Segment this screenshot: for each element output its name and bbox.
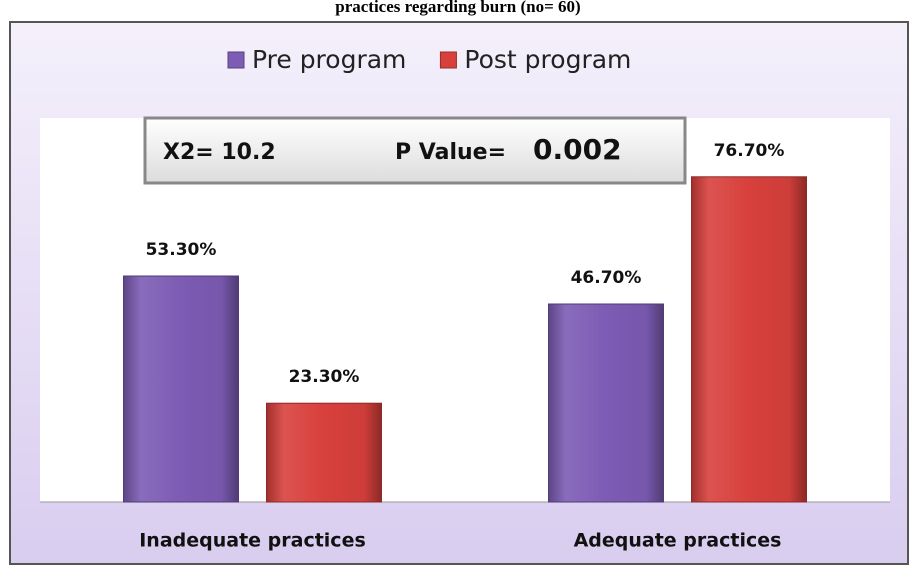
data-label: 23.30% [289, 367, 360, 387]
chart-title: practices regarding burn (no= 60) [335, 0, 580, 16]
data-label: 46.70% [571, 268, 642, 288]
legend-label: Pre program [252, 45, 406, 74]
legend-swatch [227, 51, 245, 69]
bar [266, 402, 382, 503]
bar [123, 275, 239, 503]
legend-label: Post program [464, 45, 631, 74]
bar [548, 303, 664, 503]
x-tick-label: Inadequate practices [139, 530, 366, 552]
bar [691, 176, 807, 503]
p-value-label: P Value= [395, 140, 506, 165]
stats-box [143, 116, 687, 185]
x-tick-label: Adequate practices [574, 530, 782, 552]
legend-swatch [439, 51, 457, 69]
p-value: 0.002 [533, 133, 622, 166]
chi-square: X2= 10.2 [163, 140, 276, 165]
data-label: 76.70% [714, 141, 785, 161]
data-label: 53.30% [146, 240, 217, 260]
